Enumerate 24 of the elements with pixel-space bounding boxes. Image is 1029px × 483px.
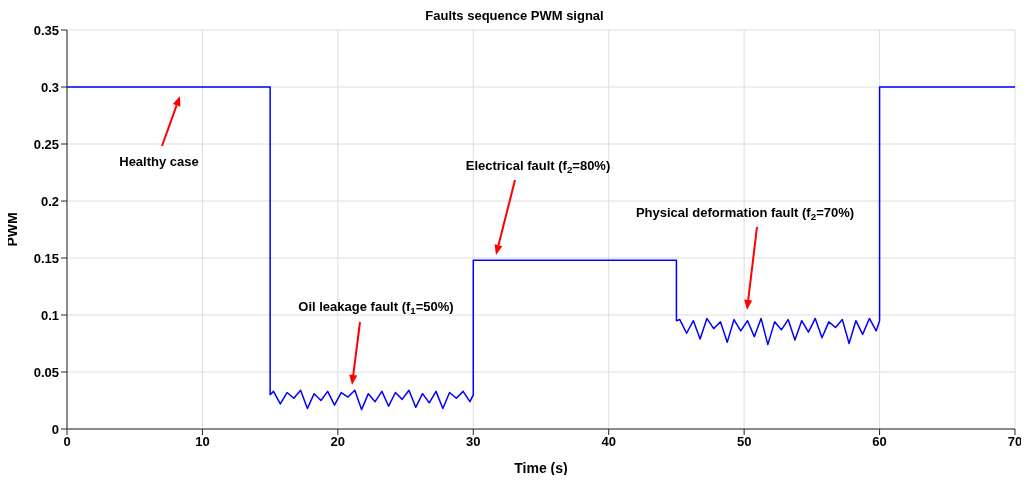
x-tick-label: 30 [466,434,481,450]
x-tick-label: 60 [872,434,887,450]
chart-title: Faults sequence PWM signal [424,8,605,23]
annotation: Physical deformation fault (f$_{2}$=70%) [635,205,855,222]
y-tick-label: 0.15 [33,250,59,266]
y-axis-title: PWM [3,212,20,247]
x-tick-label: 70 [1007,434,1023,450]
x-tick-label: 50 [736,434,752,450]
x-tick-label: 0 [63,434,71,450]
y-tick-label: 0.05 [33,364,59,380]
x-axis-title: Time (s) [514,460,568,476]
annotation: Healthy case [119,154,199,169]
y-tick-label: 0.3 [40,79,59,95]
x-tick-label: 40 [601,434,616,450]
x-tick-label: 10 [195,434,210,450]
annotation: Electrical fault (f$_{2}$=80%) [465,158,611,175]
y-tick-label: 0.35 [33,22,59,38]
x-tick-label: 20 [330,434,346,450]
y-tick-label: 0.25 [33,136,59,152]
y-tick-label: 0 [51,421,59,437]
annotation: Oil leakage fault (f$_{1}$=50%) [298,299,454,316]
y-tick-label: 0.1 [40,307,59,323]
line-series [67,86,1015,411]
y-tick-label: 0.2 [40,193,59,209]
